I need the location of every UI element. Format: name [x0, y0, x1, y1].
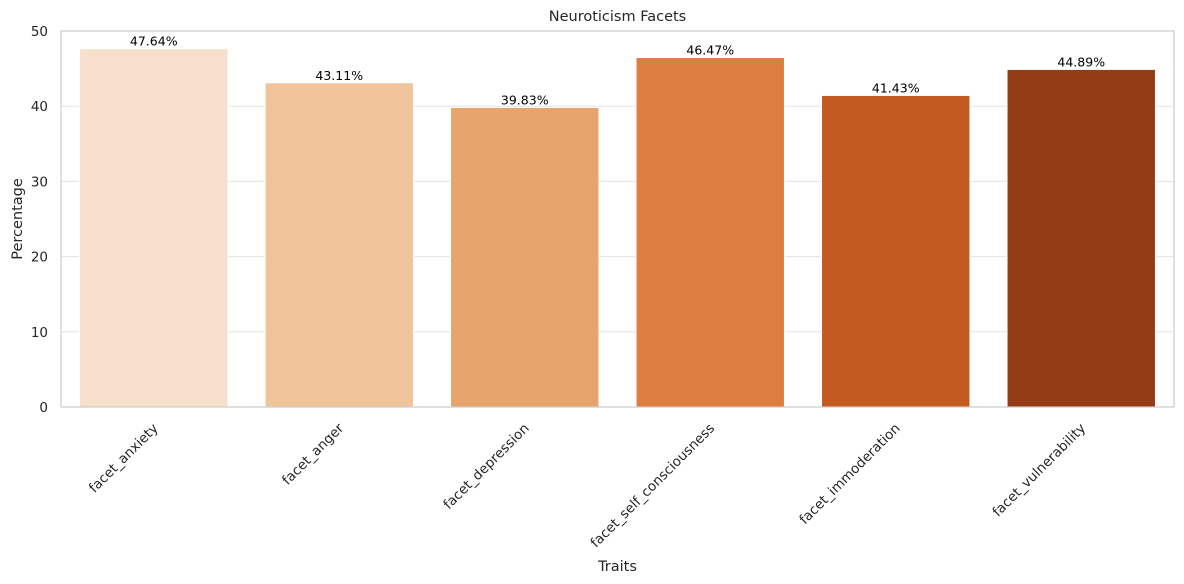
y-tick-label: 50 — [31, 24, 48, 40]
bar-facet_depression — [450, 106, 600, 408]
x-tick-label-facet_depression: facet_depression — [440, 421, 532, 513]
y-tick-label: 30 — [31, 174, 48, 190]
data-labels: 47.64% 43.11% 39.83% 46.47% 41.43% 44.89% — [130, 34, 1105, 108]
data-label-facet_immoderation: 41.43% — [872, 80, 920, 95]
bar-facet_immoderation — [821, 94, 971, 408]
y-tick-labels: 0 10 20 30 40 50 — [31, 24, 48, 416]
y-axis-label: Percentage — [10, 178, 26, 260]
y-tick-label: 0 — [39, 400, 48, 416]
x-tick-label-facet_anxiety: facet_anxiety — [86, 421, 162, 497]
y-tick-label: 10 — [31, 325, 48, 341]
plot-frame — [60, 30, 1175, 408]
y-tick-label: 40 — [31, 99, 48, 115]
bar-facet_anger — [264, 82, 414, 408]
data-label-facet_self_consciousness: 46.47% — [686, 43, 734, 58]
data-label-facet_anger: 43.11% — [315, 68, 363, 83]
x-tick-label-facet_self_consciousness: facet_self_consciousness — [588, 421, 719, 552]
data-label-facet_vulnerability: 44.89% — [1057, 54, 1105, 69]
x-tick-label-facet_immoderation: facet_immoderation — [796, 421, 903, 528]
bar-facet_self_consciousness — [635, 57, 785, 408]
x-tick-labels: facet_anxiety facet_anger facet_depression… — [86, 420, 1089, 551]
x-tick-label-facet_vulnerability: facet_vulnerability — [989, 421, 1089, 521]
bar-facet_vulnerability — [1006, 68, 1156, 408]
data-label-facet_anxiety: 47.64% — [130, 34, 178, 49]
x-axis-label: Traits — [597, 559, 637, 575]
chart-title: Neuroticism Facets — [549, 9, 687, 25]
x-tick-label-facet_anger: facet_anger — [279, 420, 347, 488]
y-tick-label: 20 — [31, 250, 48, 266]
bars — [79, 48, 1156, 408]
bar-facet_anxiety — [79, 48, 229, 408]
data-label-facet_depression: 39.83% — [501, 92, 549, 107]
